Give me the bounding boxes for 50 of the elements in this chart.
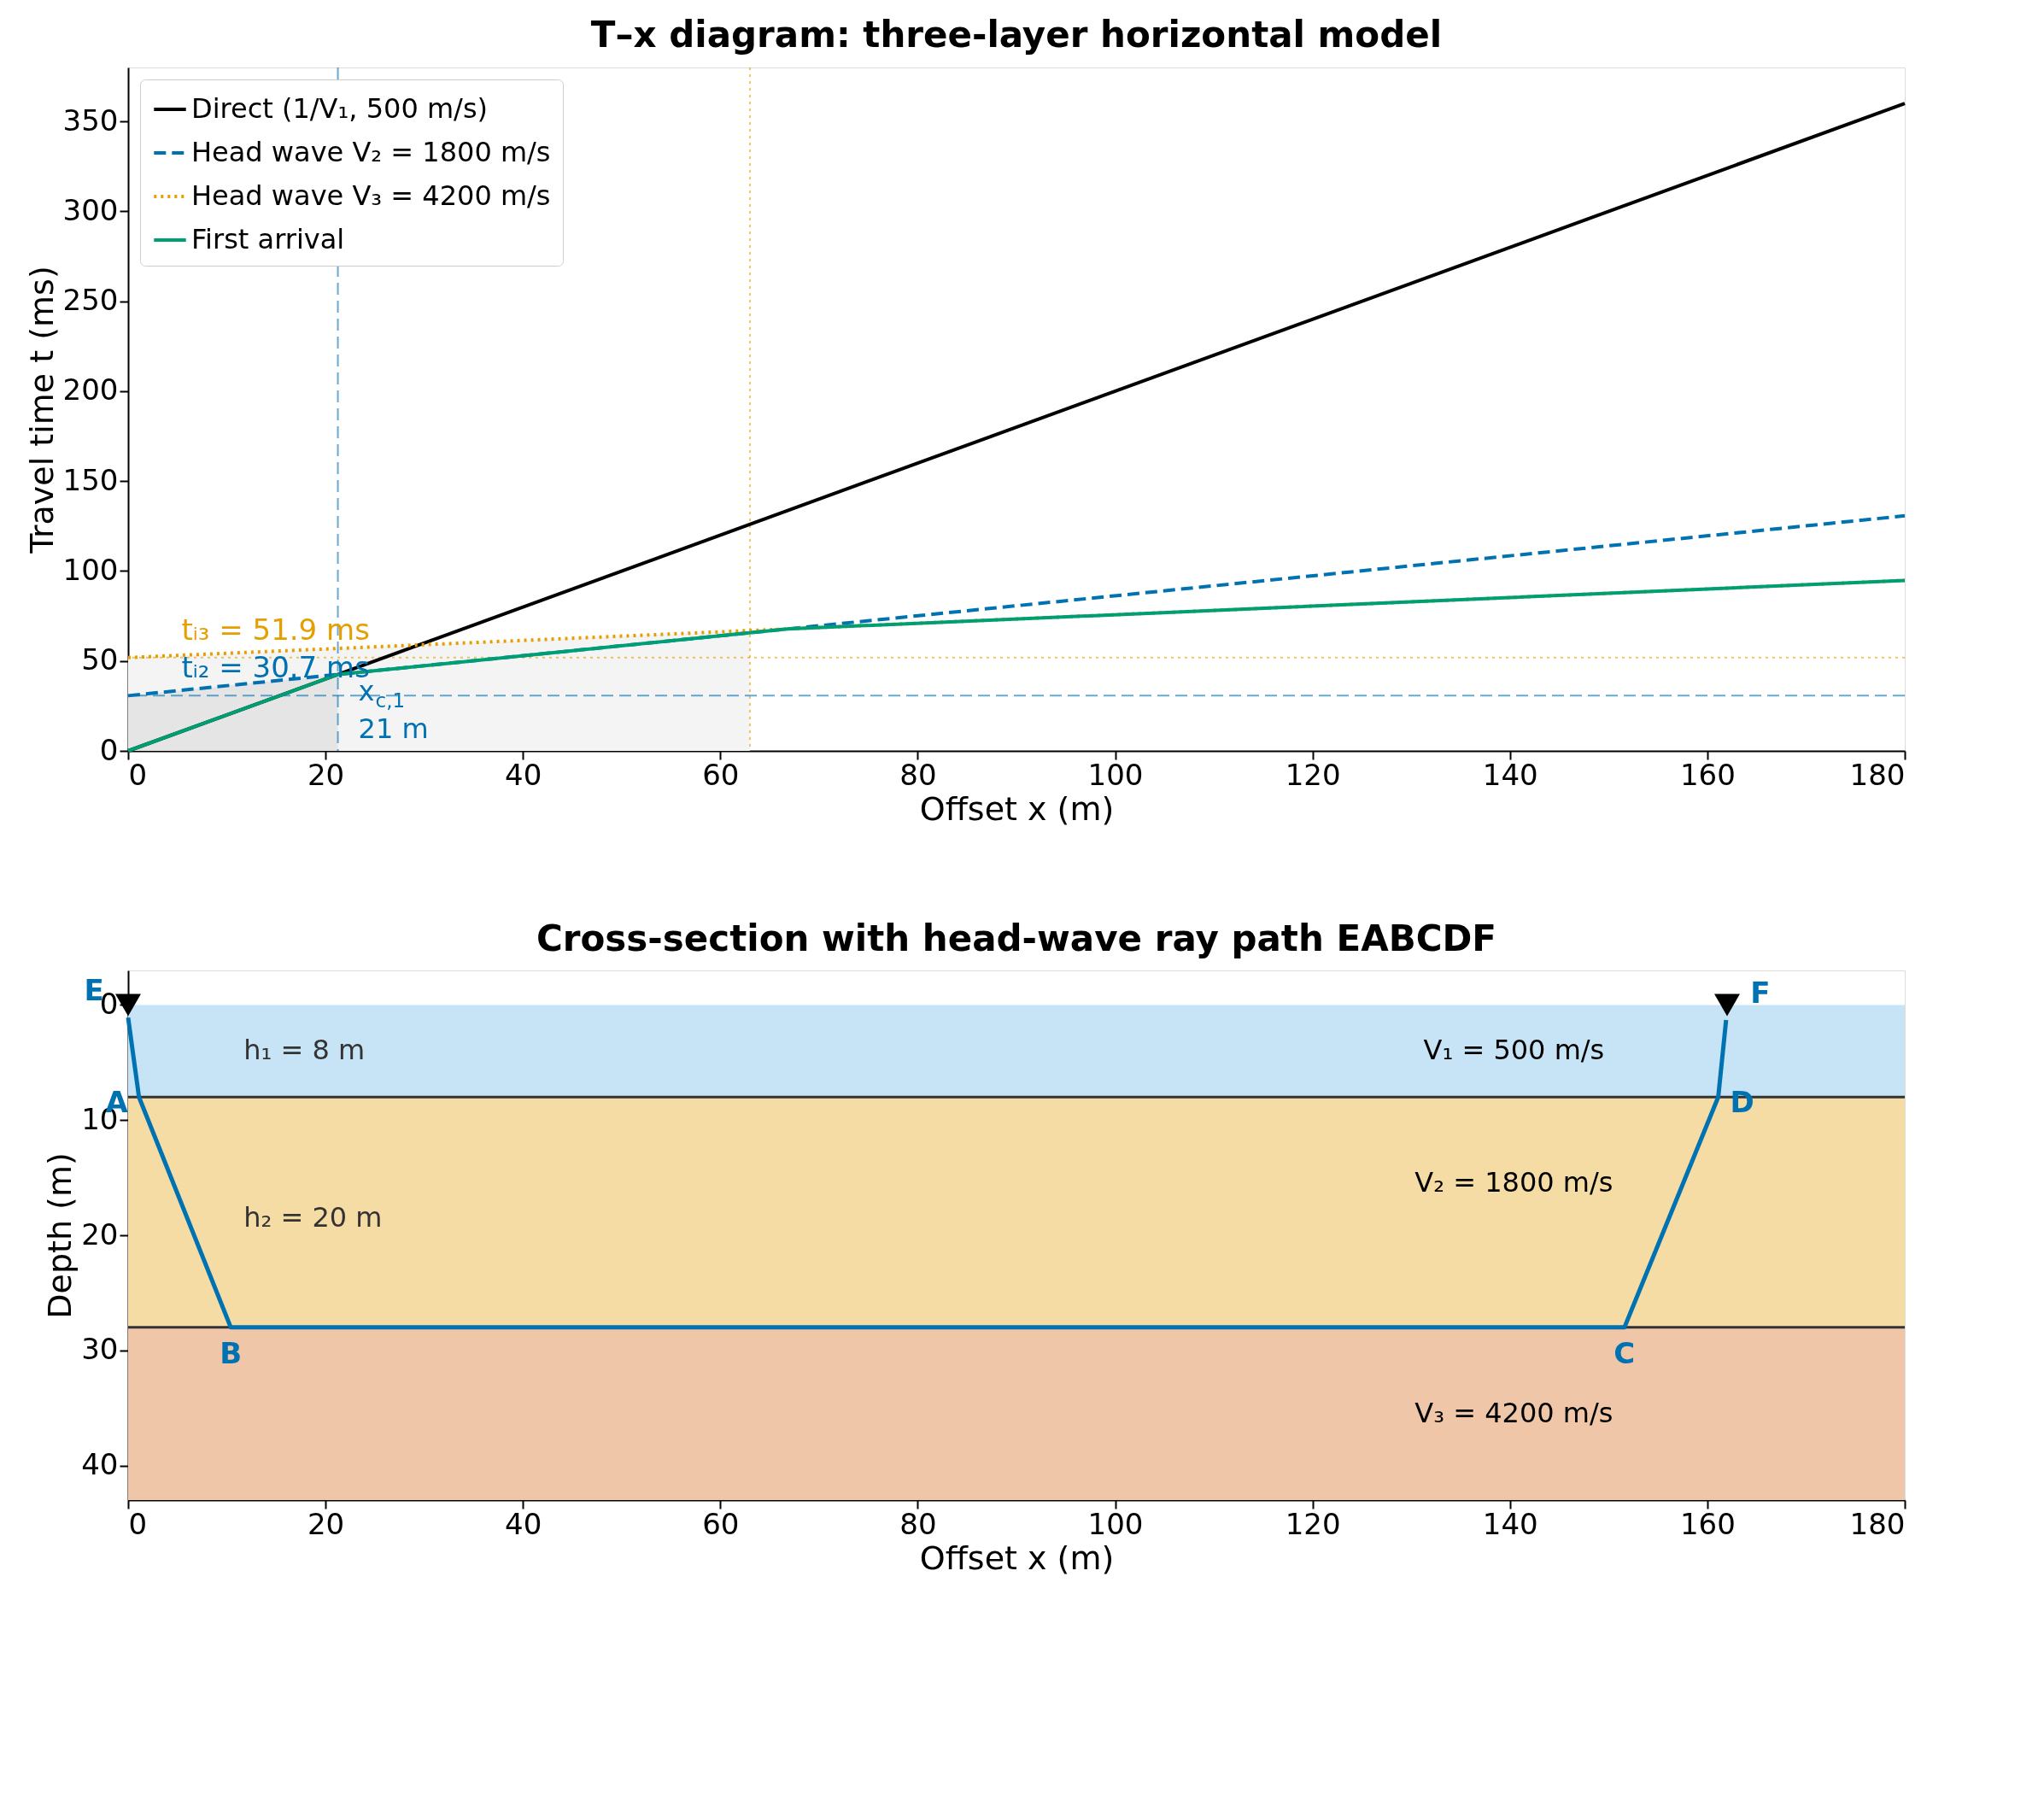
band-label: V₂ = 1800 m/s (1414, 1166, 1614, 1199)
annotation: h₁ = 8 m (243, 1034, 366, 1067)
y-tick-label: 150 (62, 462, 119, 497)
y-tick-label: 0 (99, 732, 119, 767)
x-tick-label: 20 (307, 1506, 345, 1541)
x-tick-label: 120 (1285, 757, 1341, 792)
data-label: B (220, 1335, 243, 1370)
legend-label: Head wave V₂ = 1800 m/s (191, 136, 551, 168)
x-tick-label: 0 (128, 757, 148, 792)
x-tick-label: 100 (1087, 1506, 1144, 1541)
x-tick-label: 20 (307, 757, 345, 792)
y-tick-label: 350 (62, 103, 119, 138)
band-label: V₃ = 4200 m/s (1414, 1396, 1614, 1429)
y-tick-label: 200 (62, 372, 119, 407)
y-tick-label: 250 (62, 283, 119, 318)
x-tick-label: 60 (702, 757, 740, 792)
x-tick-label: 160 (1679, 1506, 1736, 1541)
x-axis-title: Offset x (m) (919, 789, 1115, 828)
x-tick-label: 80 (899, 1506, 937, 1541)
y-tick-label: 30 (81, 1332, 119, 1367)
y-tick-label: 50 (81, 642, 119, 677)
legend-label: First arrival (191, 223, 345, 255)
y-axis-title: Travel time t (ms) (22, 266, 61, 554)
data-label: F (1750, 975, 1771, 1010)
x-axis-title: Offset x (m) (919, 1539, 1115, 1577)
x-tick-label: 120 (1285, 1506, 1341, 1541)
legend-label: Direct (1/V₁, 500 m/s) (191, 92, 489, 125)
y-tick-label: 300 (62, 192, 119, 227)
data-label: C (1614, 1335, 1636, 1370)
x-tick-label: 160 (1679, 757, 1736, 792)
x-tick-label: 40 (505, 1506, 542, 1541)
legend-label: Head wave V₃ = 4200 m/s (191, 179, 551, 212)
y-tick-label: 20 (81, 1216, 119, 1251)
band-label: V₁ = 500 m/s (1423, 1034, 1605, 1067)
x-tick-label: 180 (1849, 1506, 1906, 1541)
x-tick-label: 0 (128, 1506, 148, 1541)
y-axis-title: Depth (m) (41, 1152, 79, 1319)
x-tick-label: 100 (1087, 757, 1144, 792)
y-tick-label: 40 (81, 1447, 119, 1482)
chart-title: Cross-section with head-wave ray path EABCDF (536, 917, 1497, 959)
annotation: h₂ = 20 m (243, 1200, 383, 1234)
chart-title: T–x diagram: three-layer horizontal model (590, 14, 1443, 56)
x-tick-label: 140 (1482, 757, 1538, 792)
x-tick-label: 80 (899, 757, 937, 792)
x-tick-label: 60 (702, 1506, 740, 1541)
x-tick-label: 40 (505, 757, 542, 792)
x-tick-label: 180 (1849, 757, 1906, 792)
x-tick-label: 140 (1482, 1506, 1538, 1541)
ref-line-label: tᵢ₃ = 51.9 ms (181, 612, 370, 647)
y-tick-label: 100 (62, 552, 119, 587)
